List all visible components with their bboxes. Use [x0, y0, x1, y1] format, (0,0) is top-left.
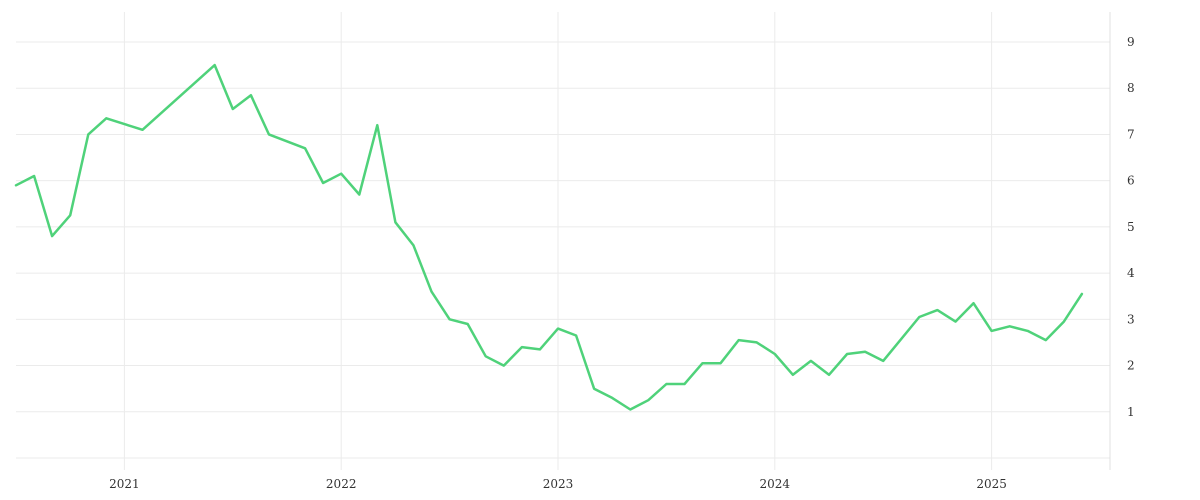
y-gridlines	[16, 41, 1110, 459]
y-tick-label: 2	[1127, 359, 1135, 373]
x-tick-labels: 2021 2022 2023 2024 2025	[109, 477, 1007, 491]
x-tick-label: 2022	[326, 477, 357, 491]
x-tick-label: 2024	[760, 477, 791, 491]
series-layer	[14, 63, 1084, 411]
x-tick-label: 2021	[109, 477, 140, 491]
y-tick-label: 6	[1127, 174, 1135, 188]
y-tick-label: 9	[1127, 35, 1135, 49]
y-tick-label: 4	[1127, 266, 1135, 280]
y-tick-label: 8	[1127, 81, 1135, 95]
y-tick-label: 7	[1127, 127, 1135, 141]
series-line	[14, 63, 1084, 411]
y-tick-labels: 1 2 3 4 5 6 7 8 9	[1127, 35, 1135, 419]
y-tick-label: 3	[1127, 312, 1135, 326]
x-gridlines	[123, 12, 993, 470]
y-tick-label: 5	[1127, 220, 1135, 234]
x-tick-label: 2023	[543, 477, 574, 491]
y-tick-label: 1	[1127, 405, 1135, 419]
x-tick-label: 2025	[976, 477, 1007, 491]
